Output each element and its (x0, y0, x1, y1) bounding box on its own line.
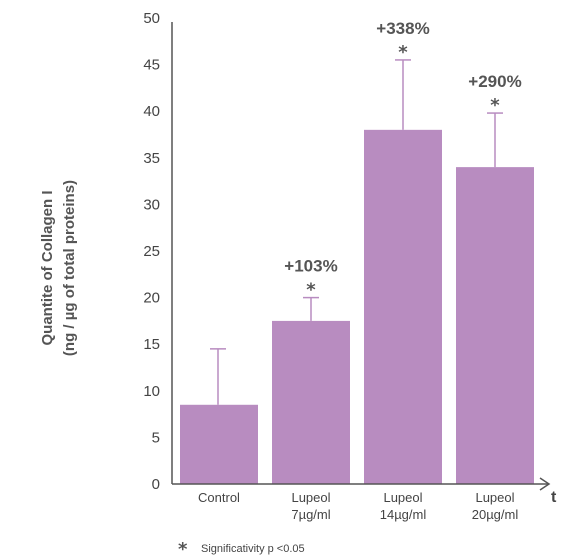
y-tick-label: 15 (143, 336, 160, 353)
category-label: Control (198, 490, 240, 505)
y-tick-label: 10 (143, 383, 160, 400)
bar (180, 404, 258, 484)
category-label: 20µg/ml (472, 507, 519, 522)
bar (272, 320, 350, 484)
category-label: 14µg/ml (380, 507, 427, 522)
y-tick-label: 40 (143, 103, 160, 120)
bars (180, 129, 534, 484)
y-tick-label: 30 (143, 196, 160, 213)
x-axis-arrow-icon (539, 477, 551, 491)
category-label: 7µg/ml (291, 507, 330, 522)
y-tick-label: 35 (143, 150, 160, 167)
y-axis-ticks: 0 5 10 15 20 25 30 35 40 45 50 (143, 10, 160, 493)
significance-star-icon: * (306, 280, 316, 301)
category-label: Lupeol (383, 490, 422, 505)
x-axis-end-label: t (551, 489, 557, 506)
y-tick-label: 5 (152, 429, 160, 446)
significance-star-icon: * (398, 42, 408, 63)
bar (456, 167, 534, 484)
significance-star-icon: * (490, 95, 500, 116)
footnote-star-icon: * (178, 539, 188, 558)
y-tick-label: 0 (152, 476, 160, 493)
bar (364, 129, 442, 484)
y-tick-label: 25 (143, 243, 160, 260)
category-label: Lupeol (475, 490, 514, 505)
category-labels: Control Lupeol 7µg/ml Lupeol 14µg/ml Lupeol 20… (198, 490, 518, 522)
y-axis-label: Quantite of Collagen I (ng / µg of total… (39, 180, 78, 356)
y-tick-label: 45 (143, 57, 160, 74)
y-tick-label: 50 (143, 10, 160, 27)
y-tick-label: 20 (143, 290, 160, 307)
y-axis-label-line2: (ng / µg of total proteins) (61, 180, 78, 356)
bar-annotations: * +103% * +338% * +290% (284, 19, 521, 301)
error-bars (210, 59, 503, 405)
significance-footnote: Significativity p <0.05 (201, 543, 305, 555)
percent-increase-label: +103% (284, 257, 337, 276)
category-label: Lupeol (291, 490, 330, 505)
percent-increase-label: +290% (468, 72, 521, 91)
percent-increase-label: +338% (376, 19, 429, 38)
y-axis-label-line1: Quantite of Collagen I (39, 190, 56, 345)
